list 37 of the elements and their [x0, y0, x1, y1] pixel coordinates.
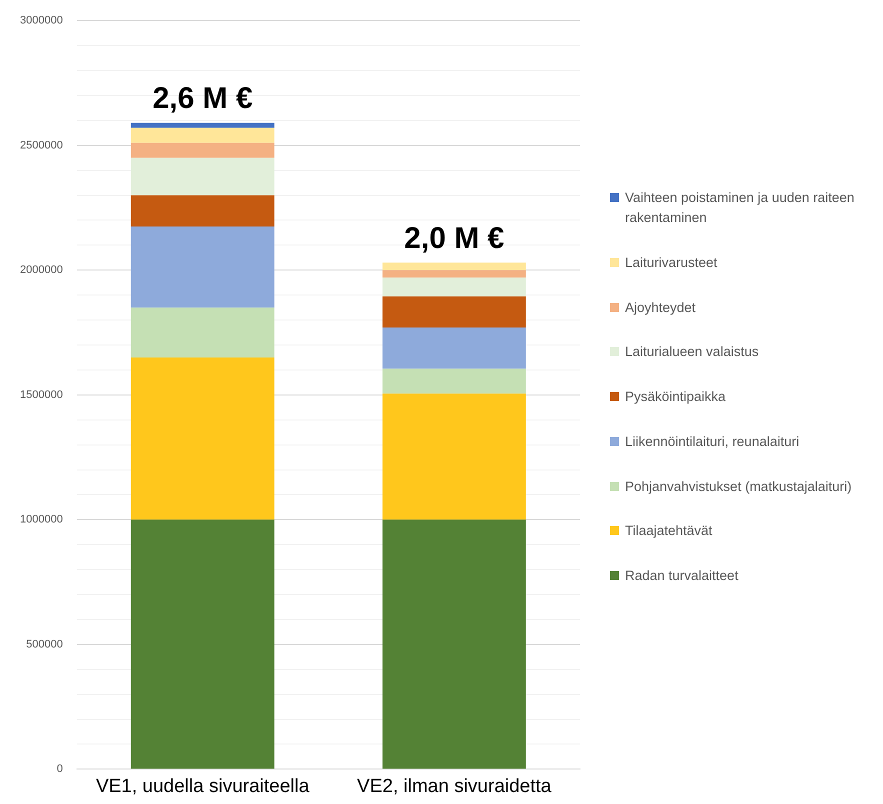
y-tick-label: 3000000 — [20, 14, 63, 27]
bar — [130, 128, 274, 143]
legend-label: Radan turvalaitteet — [625, 567, 738, 585]
total-label: 2,6 M € — [152, 82, 253, 116]
y-tick-label: 0 — [56, 763, 63, 776]
bar — [130, 195, 274, 226]
legend-label: Pohjanvahvistukset (matkustajalaituri) — [625, 478, 852, 496]
legend-label: Laiturialueen valaistus — [625, 343, 759, 362]
legend-label: Liikennöintilaituri, reunalaituri — [625, 432, 800, 451]
x-tick-label: VE2, ilman sivuraidetta — [357, 776, 552, 797]
legend-label: Pysäköintipaikka — [625, 388, 726, 406]
bar — [382, 296, 526, 328]
bar — [130, 226, 274, 308]
total-label: 2,0 M € — [404, 222, 505, 255]
y-tick-label: 2000000 — [20, 264, 63, 276]
legend-label: Laiturivarusteet — [625, 254, 718, 272]
legend-label: Ajoyhteydet — [625, 298, 696, 317]
bar — [130, 308, 274, 358]
legend-label: Vaihteen poistaminen ja uuden raiteen rakentaminen — [625, 189, 856, 227]
bar — [130, 122, 274, 128]
bar — [382, 520, 526, 769]
bar — [130, 158, 274, 196]
x-tick-label: VE1, uudella sivuraiteella — [96, 776, 310, 797]
y-tick-label: 1500000 — [20, 388, 63, 401]
bar — [130, 357, 274, 520]
bar — [382, 328, 526, 369]
bar — [382, 262, 526, 270]
bar — [382, 270, 526, 278]
bar — [130, 520, 274, 769]
bar — [382, 368, 526, 394]
legend-label: Tilaajatehtävät — [625, 522, 712, 540]
y-tick-label: 2500000 — [20, 139, 63, 152]
bar — [382, 394, 526, 520]
bar — [382, 278, 526, 296]
y-tick-label: 1000000 — [20, 514, 63, 526]
y-tick-label: 500000 — [26, 638, 63, 650]
bar — [130, 142, 274, 158]
